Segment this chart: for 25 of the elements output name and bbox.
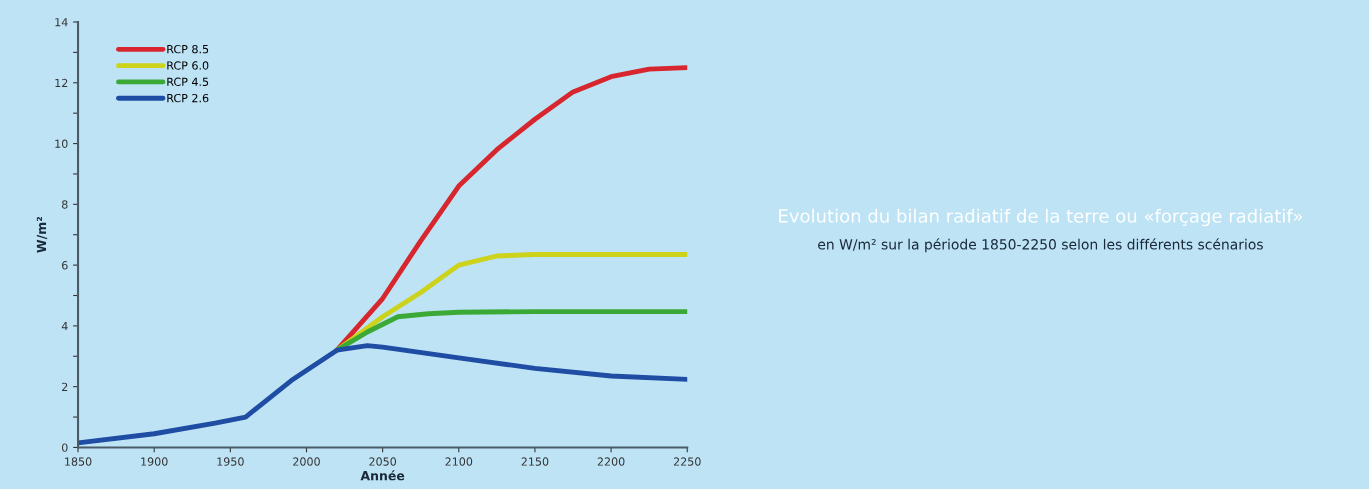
x-tick-label: 1950 [217, 457, 244, 466]
y-tick-label: 10 [55, 139, 68, 148]
y-tick-label: 0 [61, 443, 68, 452]
y-tick-label: 4 [61, 322, 68, 331]
x-tick-label: 2150 [521, 457, 549, 466]
y-tick-label: 14 [55, 18, 68, 27]
legend-label: RCP 6.0 [167, 61, 209, 70]
x-tick-label: 1850 [65, 457, 92, 466]
y-tick-label: 8 [61, 200, 68, 209]
x-tick-label: 1900 [141, 457, 168, 466]
x-tick-label: 2100 [445, 457, 473, 466]
x-tick-label: 2250 [673, 457, 701, 466]
y-axis-title: W/m² [36, 217, 48, 253]
x-tick-label: 2050 [369, 457, 397, 466]
x-tick-label: 2200 [597, 457, 625, 466]
y-tick-label: 12 [55, 78, 68, 87]
x-tick-label: 2000 [293, 457, 320, 466]
y-tick-label: 2 [62, 382, 68, 391]
text: Evolution du bilan radiatif de la terre ou «forçage radiatif» [779, 208, 1303, 227]
text: en W/m² sur la période 1850-2250 selon les différents scénarios [818, 238, 1263, 253]
legend-label: RCP 2.6 [167, 93, 209, 103]
legend-label: RCP 8.5 [167, 44, 209, 54]
legend-label: RCP 4.5 [167, 77, 209, 86]
x-axis-title: Année [360, 470, 405, 481]
y-tick-label: 6 [62, 261, 68, 270]
